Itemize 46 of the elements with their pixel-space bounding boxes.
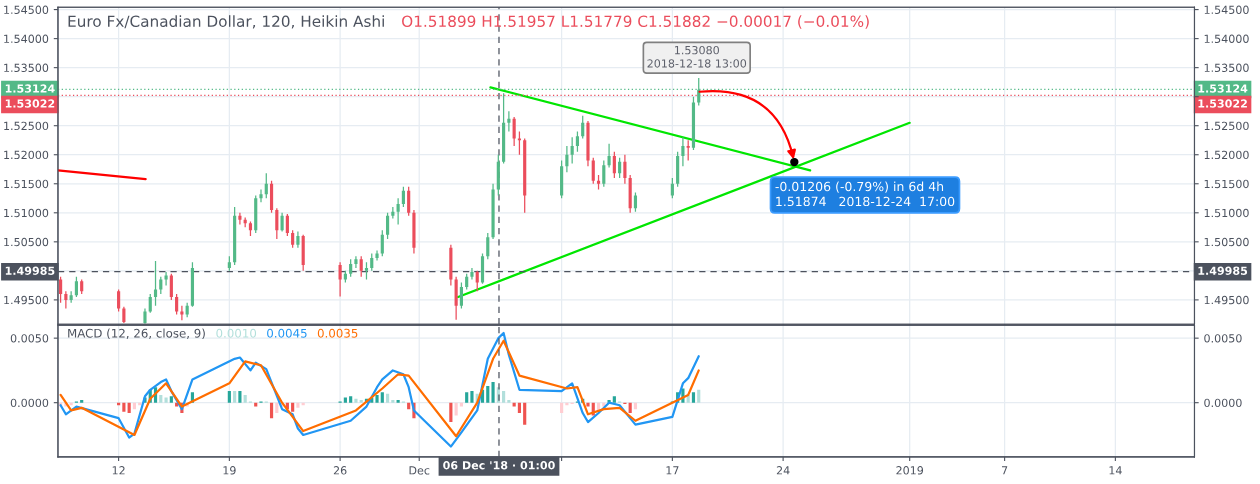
- chart-title: Euro Fx/Canadian Dollar, 120, Heikin Ashi: [68, 15, 384, 29]
- x-tick-label: 17: [666, 466, 679, 475]
- y2-tick-label: 0.0000: [1204, 398, 1242, 408]
- y2-tick-label: 1.53500: [1204, 63, 1249, 73]
- y2-tick-label: 1.51500: [1204, 179, 1249, 189]
- y2-tick-label: 1.52500: [1204, 121, 1249, 131]
- ref-line-label: 06 Dec '18 · 01:00: [443, 461, 555, 470]
- text: 1.53124: [1198, 84, 1248, 93]
- ref-line-label: 1.49985: [5, 266, 55, 275]
- y-tick-label: 1.54500: [4, 5, 49, 14]
- x-tick-label: 2019: [896, 466, 924, 475]
- y-tick-label: 1.52000: [4, 150, 49, 160]
- x-tick-label: 14: [1109, 466, 1122, 475]
- text: 0.0035: [317, 328, 358, 338]
- chart-title: MACD (12, 26, close, 9): [68, 328, 205, 340]
- y-tick-label: 1.49500: [4, 295, 49, 305]
- y2-tick-label: 1.54000: [1204, 34, 1249, 43]
- y-tick-label: 0.0050: [10, 334, 49, 343]
- text: 1.49985: [1198, 266, 1248, 275]
- ref-line-label: 1.53022: [5, 99, 55, 108]
- y-tick-label: 0.0000: [10, 398, 49, 408]
- y-tick-label: 1.51000: [4, 208, 49, 218]
- x-tick-label: Dec: [409, 466, 430, 475]
- y-tick-label: 1.52500: [4, 121, 49, 131]
- x-tick-label: 7: [1002, 466, 1008, 475]
- y2-tick-label: 1.51000: [1204, 208, 1249, 218]
- annotation: -0.01206 (-0.79%) in 6d 4h 1.51874 2018-12-24 17:00: [775, 181, 955, 207]
- text: 0.0010: [216, 328, 257, 338]
- y-tick-label: 1.53500: [4, 63, 49, 73]
- y-tick-label: 1.51500: [4, 179, 49, 189]
- ref-line-label: 1.53124: [5, 84, 55, 93]
- chart-subtitle: O1.51899 H1.51957 L1.51779 C1.51882 −0.00017 (−0.01%): [402, 15, 869, 29]
- x-tick-label: 24: [776, 466, 790, 475]
- y2-tick-label: 1.50500: [1204, 237, 1249, 247]
- text: 0.0045: [267, 328, 307, 338]
- y2-tick-label: 1.54500: [1204, 5, 1249, 14]
- text: 1.53022: [1198, 99, 1247, 108]
- y2-tick-label: 0.0050: [1204, 334, 1242, 343]
- y-tick-label: 1.50500: [4, 237, 49, 247]
- y2-tick-label: 1.52000: [1204, 150, 1249, 160]
- x-tick-label: 19: [223, 466, 236, 475]
- x-tick-label: 26: [333, 466, 347, 475]
- y-tick-label: 1.54000: [4, 34, 49, 43]
- annotation: 1.53080 2018-12-18 13:00: [647, 45, 747, 68]
- y2-tick-label: 1.49500: [1204, 295, 1249, 305]
- x-tick-label: 12: [112, 466, 125, 475]
